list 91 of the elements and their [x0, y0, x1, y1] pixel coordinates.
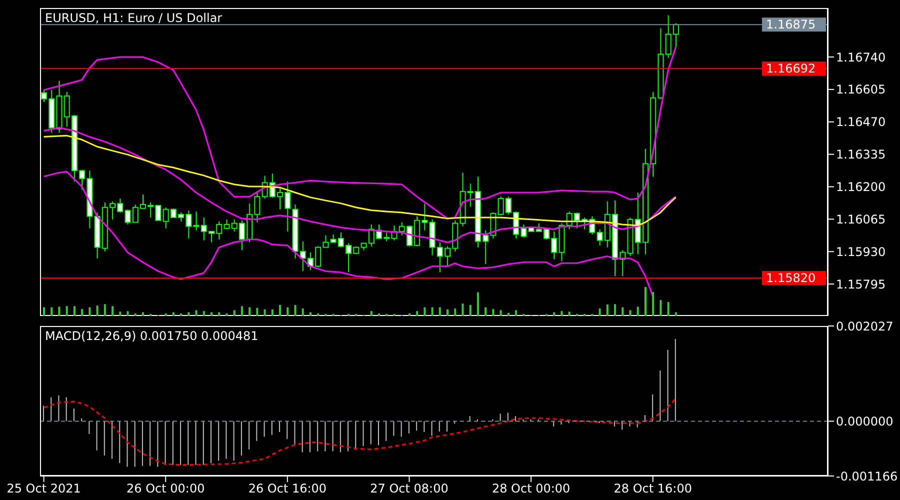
- bar: [172, 312, 174, 316]
- bar: [195, 310, 198, 316]
- bar: [446, 309, 449, 316]
- bar: [188, 312, 190, 316]
- bar: [279, 304, 282, 316]
- bar: [226, 313, 228, 316]
- bar: [652, 292, 654, 316]
- y-tick-label: 1.16200: [836, 180, 886, 194]
- bar: [378, 313, 380, 316]
- bar: [492, 309, 494, 316]
- bar: [202, 311, 205, 316]
- bar: [286, 307, 289, 316]
- bar: [614, 304, 616, 316]
- bar: [629, 310, 632, 316]
- bar: [142, 312, 144, 316]
- bar: [294, 304, 296, 316]
- bar: [469, 304, 472, 316]
- bar: [644, 287, 646, 316]
- bar: [210, 312, 212, 316]
- bar: [240, 306, 243, 316]
- bar: [43, 307, 45, 316]
- bar: [431, 307, 434, 316]
- bar: [218, 312, 220, 316]
- bar: [50, 307, 53, 316]
- y-tick-label: 1.16335: [836, 148, 886, 162]
- bar: [674, 312, 677, 316]
- chart-title: MACD(12,26,9) 0.001750 0.000481: [45, 329, 258, 343]
- bar: [622, 307, 624, 316]
- bar: [58, 306, 60, 316]
- x-tick-label: 28 Oct 16:00: [614, 482, 692, 496]
- bar: [606, 304, 608, 316]
- bar: [164, 313, 167, 316]
- bar: [462, 304, 464, 316]
- ref-line-label: 1.16875: [766, 18, 816, 32]
- bar: [317, 313, 320, 316]
- bar: [73, 306, 76, 316]
- y-tick-label: 1.16605: [836, 82, 886, 97]
- x-tick-label: 27 Oct 08:00: [370, 482, 448, 496]
- bar: [660, 300, 662, 316]
- bar: [66, 306, 68, 316]
- bar: [302, 308, 304, 316]
- bar: [598, 308, 601, 316]
- bar: [104, 304, 106, 316]
- bar: [264, 309, 266, 316]
- bar: [81, 309, 84, 316]
- bar: [454, 308, 456, 316]
- ref-line-label: 1.15820: [766, 271, 816, 286]
- bar: [271, 309, 274, 316]
- bar: [119, 312, 122, 316]
- bar: [112, 306, 114, 316]
- bar: [256, 308, 258, 316]
- bar: [476, 292, 479, 316]
- bar: [233, 310, 236, 316]
- line-series: [43, 398, 676, 466]
- chart-title: EURUSD, H1: Euro / US Dollar: [45, 11, 222, 25]
- x-tick-label: 28 Oct 00:00: [492, 482, 570, 496]
- bar: [507, 312, 510, 316]
- ref-line-label: 1.16692: [766, 62, 816, 76]
- y-tick-label: 1.16470: [836, 115, 886, 130]
- y-tick-label: 1.15795: [836, 277, 886, 292]
- line-series: [43, 126, 676, 243]
- bar: [500, 310, 502, 316]
- bar: [553, 312, 556, 316]
- bar: [88, 307, 91, 316]
- bar: [408, 313, 410, 316]
- bar: [484, 307, 487, 316]
- bar: [309, 312, 312, 316]
- bar: [438, 307, 441, 316]
- y-tick-label: 0.000000: [836, 414, 894, 428]
- bar: [568, 312, 570, 316]
- bar: [667, 302, 670, 316]
- bar: [560, 311, 563, 316]
- y-tick-label: -0.001166: [836, 469, 898, 484]
- x-tick-label: 26 Oct 00:00: [126, 482, 205, 496]
- bar: [248, 307, 251, 316]
- bar: [416, 311, 418, 316]
- y-tick-label: 1.16065: [836, 212, 886, 226]
- line-series: [43, 46, 676, 220]
- x-tick-label: 25 Oct 2021: [6, 482, 81, 496]
- y-tick-label: 0.002027: [836, 319, 894, 334]
- bar: [134, 313, 136, 316]
- bar: [126, 311, 129, 316]
- x-tick-label: 26 Oct 16:00: [248, 482, 327, 496]
- y-tick-label: 1.16740: [836, 50, 886, 64]
- bar: [96, 306, 98, 316]
- bar: [370, 311, 372, 316]
- bar: [636, 306, 639, 316]
- bar: [424, 307, 426, 316]
- y-tick-label: 1.15930: [836, 244, 886, 259]
- bar: [180, 313, 182, 316]
- bar: [515, 310, 518, 316]
